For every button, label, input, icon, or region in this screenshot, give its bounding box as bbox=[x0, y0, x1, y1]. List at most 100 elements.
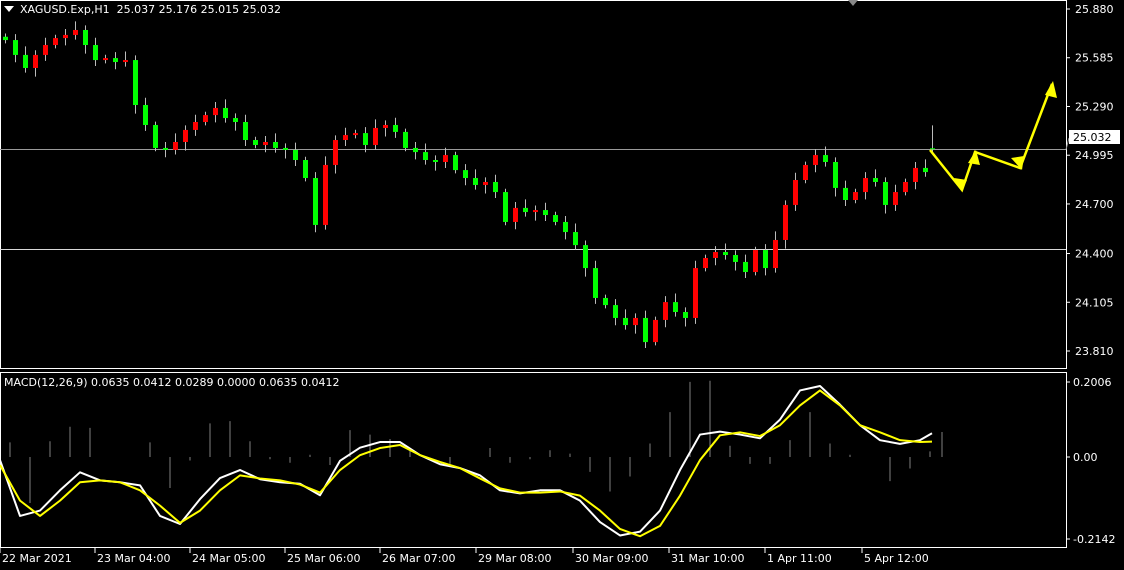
candle bbox=[930, 125, 935, 152]
candle bbox=[683, 307, 688, 327]
candle-body bbox=[123, 60, 128, 63]
candle-body bbox=[253, 140, 258, 145]
candle-body bbox=[343, 135, 348, 141]
chart-shift-marker-icon[interactable] bbox=[848, 0, 858, 6]
candle bbox=[23, 46, 28, 73]
horizontal-levels bbox=[0, 149, 1066, 250]
candle bbox=[403, 128, 408, 152]
candle bbox=[253, 136, 258, 149]
candle-body bbox=[733, 255, 738, 262]
candle-body bbox=[723, 252, 728, 256]
macd-tick-label: -0.2142 bbox=[1073, 533, 1115, 546]
candle-body bbox=[753, 250, 758, 273]
candle bbox=[823, 146, 828, 167]
candle-body bbox=[673, 302, 678, 313]
candle bbox=[363, 127, 368, 153]
candle bbox=[603, 294, 608, 309]
candle bbox=[353, 129, 358, 139]
candle-body bbox=[573, 232, 578, 246]
time-tick-label: 31 Mar 10:00 bbox=[671, 552, 744, 565]
time-tick-label: 23 Mar 04:00 bbox=[97, 552, 170, 565]
candle bbox=[583, 240, 588, 277]
candle-body bbox=[273, 142, 278, 148]
candle-body bbox=[853, 192, 858, 200]
candle-body bbox=[333, 140, 338, 165]
candle-body bbox=[543, 210, 548, 216]
candle bbox=[773, 231, 778, 273]
candle bbox=[233, 113, 238, 131]
candle-body bbox=[53, 38, 58, 46]
candle bbox=[693, 260, 698, 324]
candle-body bbox=[583, 245, 588, 269]
current-price-pointer bbox=[1065, 137, 1070, 150]
candle bbox=[553, 211, 558, 226]
candle bbox=[63, 28, 68, 46]
candle-body bbox=[523, 207, 528, 213]
candle-body bbox=[393, 124, 398, 132]
candle-body bbox=[763, 250, 768, 269]
candle-body bbox=[783, 204, 788, 240]
candle bbox=[83, 25, 88, 54]
annotation-arrows bbox=[929, 81, 1057, 193]
candle bbox=[103, 54, 108, 64]
candle bbox=[483, 177, 488, 194]
candle bbox=[113, 52, 118, 70]
candle bbox=[463, 164, 468, 186]
candle bbox=[123, 51, 128, 67]
candle bbox=[913, 161, 918, 190]
candle bbox=[923, 159, 928, 177]
candle bbox=[623, 309, 628, 330]
candle-body bbox=[713, 252, 718, 258]
candle bbox=[673, 293, 678, 317]
candle-body bbox=[703, 257, 708, 269]
price-tick-label: 25.880 bbox=[1075, 3, 1114, 16]
time-tick-label: 29 Mar 08:00 bbox=[478, 552, 551, 565]
candle-body bbox=[403, 131, 408, 148]
candle bbox=[93, 37, 98, 66]
candle-body bbox=[603, 297, 608, 306]
candle-body bbox=[413, 147, 418, 153]
candle-body bbox=[803, 164, 808, 180]
candle-body bbox=[193, 122, 198, 130]
candle-body bbox=[513, 207, 518, 222]
macd-header: MACD(12,26,9) 0.0635 0.0412 0.0289 0.000… bbox=[4, 376, 340, 389]
candle-body bbox=[203, 115, 208, 123]
candle-body bbox=[593, 268, 598, 298]
candle-body bbox=[63, 34, 68, 39]
candle bbox=[303, 156, 308, 182]
candle-body bbox=[913, 167, 918, 182]
candle bbox=[73, 21, 78, 40]
candle-body bbox=[283, 147, 288, 150]
time-tick-label: 25 Mar 06:00 bbox=[287, 552, 360, 565]
dropdown-triangle-icon[interactable] bbox=[4, 6, 14, 12]
candle-body bbox=[223, 107, 228, 119]
candle-body bbox=[363, 133, 368, 145]
candle bbox=[413, 142, 418, 160]
candle-body bbox=[313, 178, 318, 225]
candle bbox=[593, 260, 598, 304]
candle bbox=[173, 133, 178, 155]
time-tick-label: 30 Mar 09:00 bbox=[575, 552, 648, 565]
candle bbox=[803, 161, 808, 184]
candle bbox=[153, 121, 158, 152]
candle-body bbox=[113, 58, 118, 63]
candle bbox=[503, 188, 508, 226]
candle bbox=[323, 156, 328, 230]
candle-body bbox=[163, 147, 168, 150]
symbol-label: XAGUSD.Exp,H1 bbox=[20, 3, 110, 16]
time-tick-label: 1 Apr 11:00 bbox=[767, 552, 832, 565]
candle bbox=[43, 37, 48, 61]
candle-body bbox=[773, 239, 778, 269]
candle bbox=[733, 250, 738, 271]
chart-header: XAGUSD.Exp,H1 25.037 25.176 25.015 25.03… bbox=[4, 3, 281, 16]
macd-pane-frame bbox=[0, 372, 1067, 548]
candle-body bbox=[463, 170, 468, 179]
candle bbox=[893, 184, 898, 211]
candle bbox=[863, 172, 868, 200]
candle-body bbox=[663, 302, 668, 320]
candle bbox=[183, 125, 188, 151]
candle-body bbox=[3, 36, 8, 41]
candle-body bbox=[653, 319, 658, 343]
candle-body bbox=[793, 180, 798, 205]
